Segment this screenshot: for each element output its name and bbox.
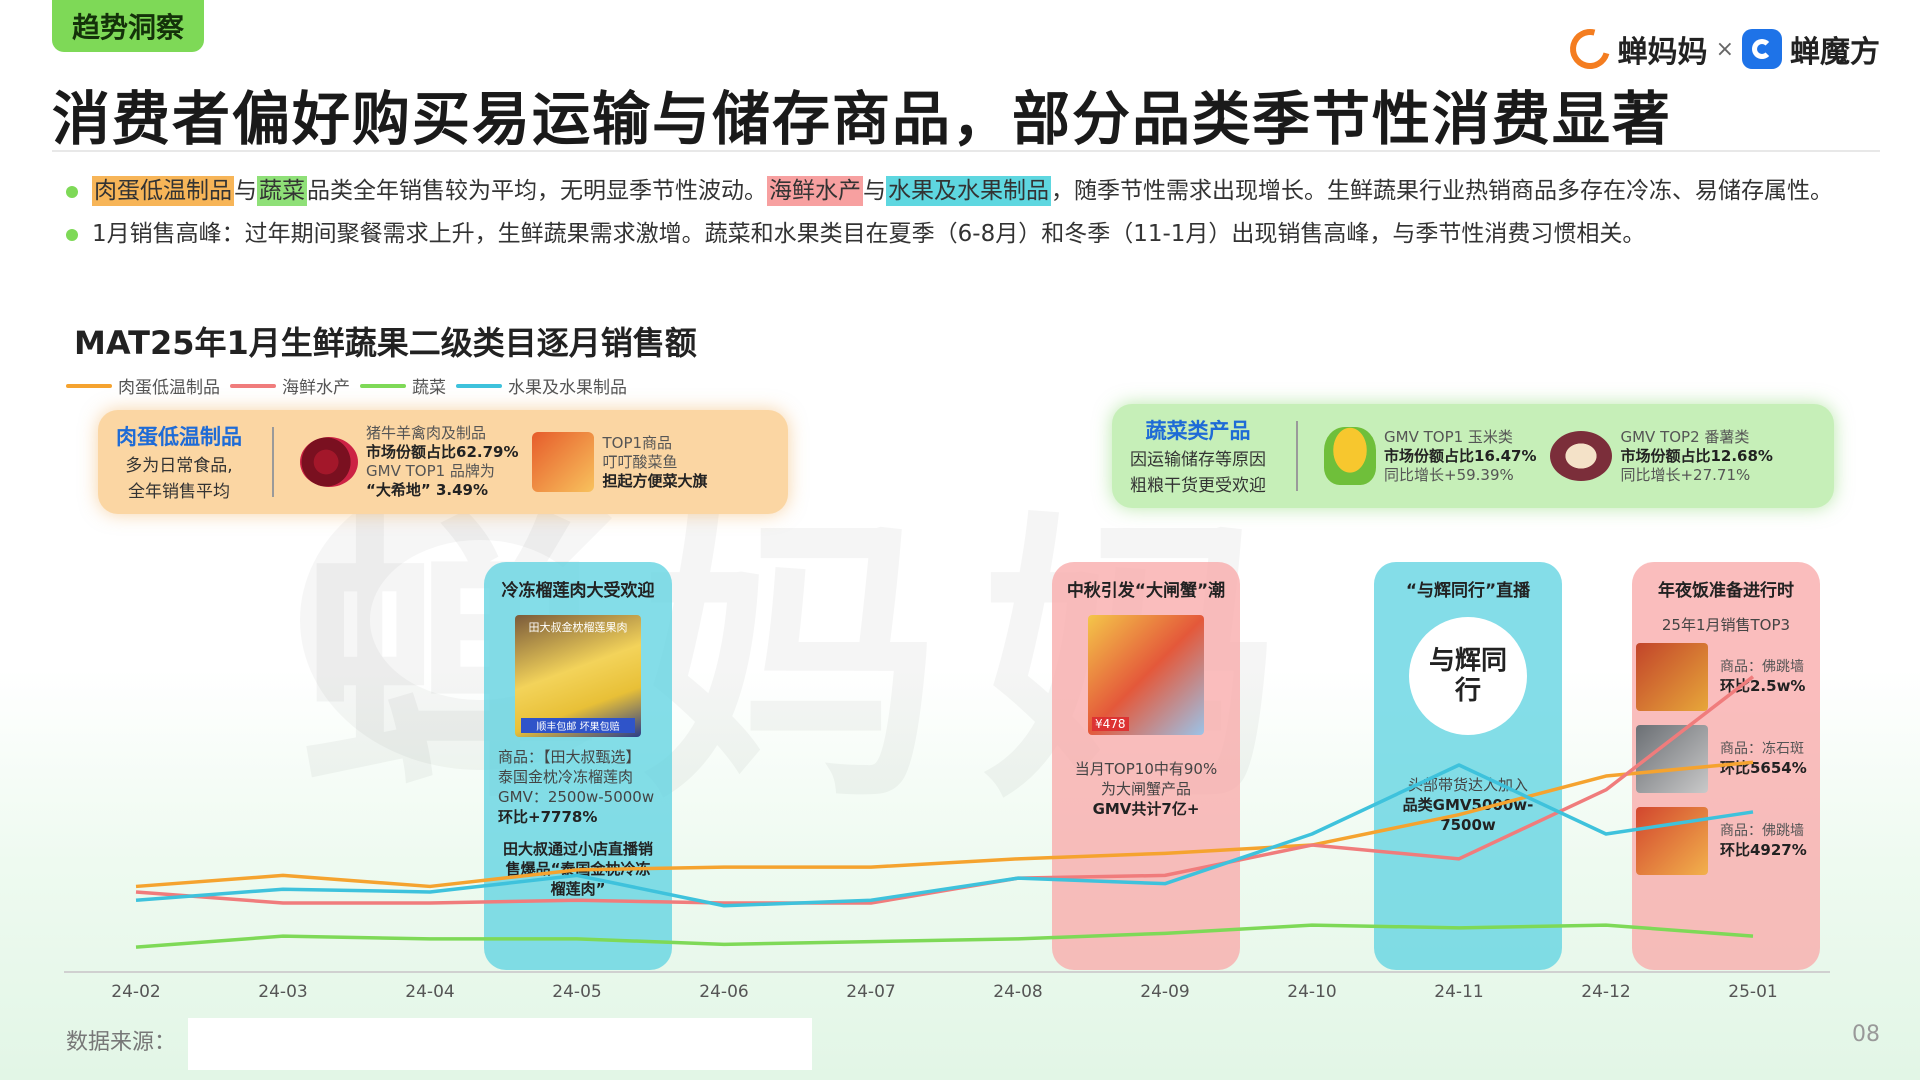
chart-title: MAT25年1月生鲜蔬果二级类目逐月销售额 bbox=[74, 324, 697, 362]
veg-summary-box: 蔬菜类产品 因运输储存等原因 粗粮干货更受欢迎 GMV TOP1 玉米类 市场份… bbox=[1112, 404, 1834, 508]
top3-image bbox=[1636, 643, 1708, 711]
legend-item-fruit: 水果及水果制品 bbox=[456, 373, 627, 398]
bullet-1-text-a: 与 bbox=[234, 178, 257, 204]
title-divider bbox=[52, 150, 1880, 152]
meat-kpi-1: 猪牛羊禽肉及制品 市场份额占比62.79% GMV TOP1 品牌为 “大希地”… bbox=[300, 424, 518, 500]
veg-kpi-1-line-2: 市场份额占比16.47% bbox=[1384, 446, 1537, 465]
x-tick-label: 25-01 bbox=[1728, 982, 1778, 1002]
veg-summary-title-block: 蔬菜类产品 因运输储存等原因 粗粮干货更受欢迎 bbox=[1112, 415, 1284, 497]
brand-a-name: 蝉妈妈 bbox=[1617, 35, 1708, 70]
callout-livestream-details: 头部带货达人加入 品类GMV5000w- 7500w bbox=[1402, 776, 1534, 834]
top3-item: 商品：佛跳墙 环比2.5w% bbox=[1636, 643, 1820, 711]
meat-kpi-1-line-2: 市场份额占比62.79% bbox=[366, 443, 519, 461]
veg-kpi-2-line-1: GMV TOP2 番薯类 bbox=[1620, 427, 1750, 446]
durian-product-image: 田大叔金枕榴莲果肉 顺丰包邮 坏果包赔 bbox=[515, 615, 641, 737]
chanmama-logo-icon bbox=[1562, 21, 1617, 77]
top3-list: 商品：佛跳墙 环比2.5w% 商品：冻石斑 环比5654% 商品：佛跳墙 环比4927… bbox=[1632, 643, 1820, 875]
page-title: 消费者偏好购买易运输与储存商品，部分品类季节性消费显著 bbox=[52, 85, 1673, 153]
callout-livestream-title: “与辉同行”直播 bbox=[1405, 581, 1531, 601]
callout-new-year-title: 年夜饭准备进行时 bbox=[1658, 581, 1794, 601]
legend-item-veg: 蔬菜 bbox=[360, 373, 446, 398]
crab-product-image: ¥478 bbox=[1088, 615, 1204, 735]
meat-kpi-1-line-1: 猪牛羊禽肉及制品 bbox=[366, 424, 487, 442]
veg-summary-sub-1: 因运输储存等原因 bbox=[1130, 450, 1266, 470]
bullet-1-text-c: 与 bbox=[863, 178, 886, 204]
highlight-fruit: 水果及水果制品 bbox=[886, 176, 1051, 206]
x-tick-label: 24-05 bbox=[552, 982, 602, 1002]
veg-kpi-2-line-2: 市场份额占比12.68% bbox=[1620, 446, 1773, 465]
callout-durian-note: 田大叔通过小店直播销 售爆品“泰国金枕冷冻 榴莲肉” bbox=[502, 840, 653, 898]
veg-kpi-1-line-3: 同比增长+59.39% bbox=[1384, 465, 1514, 484]
veg-summary-divider bbox=[1296, 421, 1298, 491]
yuhui-logo-icon: 与辉同行 bbox=[1409, 617, 1527, 735]
top3-image bbox=[1636, 725, 1708, 793]
veg-kpi-2: GMV TOP2 番薯类 市场份额占比12.68% 同比增长+27.71% bbox=[1550, 427, 1773, 485]
page-number: 08 bbox=[1852, 1022, 1880, 1047]
callout-crab-title: 中秋引发“大闸蟹”潮 bbox=[1066, 581, 1226, 601]
meat-summary-divider bbox=[272, 427, 274, 497]
section-tag: 趋势洞察 bbox=[52, 0, 204, 52]
brand-logos: 蝉妈妈 × 蝉魔方 bbox=[1562, 21, 1880, 77]
callout-crab: 中秋引发“大闸蟹”潮 ¥478 当月TOP10中有90% 为大闸蟹产品 GMV共… bbox=[1052, 562, 1240, 970]
x-tick-label: 24-08 bbox=[993, 982, 1043, 1002]
veg-kpi-2-line-3: 同比增长+27.71% bbox=[1620, 465, 1751, 484]
callout-livestream: “与辉同行”直播 与辉同行 头部带货达人加入 品类GMV5000w- 7500w bbox=[1374, 562, 1562, 970]
data-source-redacted bbox=[188, 1018, 812, 1070]
x-tick-label: 24-02 bbox=[111, 982, 161, 1002]
highlight-veg: 蔬菜 bbox=[257, 176, 307, 206]
veg-summary-title: 蔬菜类产品 bbox=[1145, 419, 1251, 443]
x-tick-label: 24-04 bbox=[405, 982, 455, 1002]
callout-crab-details: 当月TOP10中有90% 为大闸蟹产品 GMV共计7亿+ bbox=[1074, 760, 1218, 818]
data-source-label: 数据来源： bbox=[66, 1030, 177, 1055]
bullet-1-text-b: 品类全年销售较为平均，无明显季节性波动。 bbox=[307, 178, 767, 204]
meat-kpi-2-line-2: 叮叮酸菜鱼 bbox=[602, 452, 678, 471]
legend-item-meat: 肉蛋低温制品 bbox=[66, 373, 220, 398]
meat-summary-title-block: 肉蛋低温制品 多为日常食品, 全年销售平均 bbox=[98, 421, 260, 503]
meat-summary-title: 肉蛋低温制品 bbox=[116, 425, 242, 449]
legend-item-seafood: 海鲜水产 bbox=[230, 373, 350, 398]
callout-new-year-sub: 25年1月销售TOP3 bbox=[1661, 616, 1791, 634]
corn-icon bbox=[1324, 427, 1376, 485]
chart-legend: 肉蛋低温制品 海鲜水产 蔬菜 水果及水果制品 bbox=[66, 373, 627, 398]
chanmofang-logo-icon bbox=[1742, 29, 1782, 69]
callout-durian-details: 商品：【田大叔甄选】 泰国金枕冷冻榴莲肉 GMV：2500w-5000w 环比+… bbox=[498, 748, 655, 826]
meat-slice-icon bbox=[300, 437, 358, 487]
top3-item: 商品：冻石斑 环比5654% bbox=[1636, 725, 1820, 793]
meat-summary-box: 肉蛋低温制品 多为日常食品, 全年销售平均 猪牛羊禽肉及制品 市场份额占比62.… bbox=[98, 410, 788, 514]
callout-new-year: 年夜饭准备进行时 25年1月销售TOP3 商品：佛跳墙 环比2.5w% 商品：冻石… bbox=[1632, 562, 1820, 970]
veg-kpi-1: GMV TOP1 玉米类 市场份额占比16.47% 同比增长+59.39% bbox=[1324, 427, 1536, 485]
x-tick-label: 24-11 bbox=[1434, 982, 1484, 1002]
x-tick-label: 24-12 bbox=[1581, 982, 1631, 1002]
brand-separator: × bbox=[1715, 36, 1734, 62]
callout-durian: 冷冻榴莲肉大受欢迎 田大叔金枕榴莲果肉 顺丰包邮 坏果包赔 商品：【田大叔甄选】… bbox=[484, 562, 672, 970]
bullet-1: 肉蛋低温制品与蔬菜品类全年销售较为平均，无明显季节性波动。海鲜水产与水果及水果制… bbox=[62, 170, 1862, 213]
sweet-potato-icon bbox=[1550, 431, 1613, 481]
insight-bullets: 肉蛋低温制品与蔬菜品类全年销售较为平均，无明显季节性波动。海鲜水产与水果及水果制… bbox=[62, 170, 1862, 256]
top3-item: 商品：佛跳墙 环比4927% bbox=[1636, 807, 1820, 875]
bullet-1-text-d: ，随季节性需求出现增长。生鲜蔬果行业热销商品多存在冷冻、易储存属性。 bbox=[1051, 178, 1833, 204]
x-tick-label: 24-10 bbox=[1287, 982, 1337, 1002]
meat-kpi-1-line-3: GMV TOP1 品牌为 bbox=[366, 462, 495, 480]
meat-kpi-1-line-4: “大希地” 3.49% bbox=[366, 481, 488, 499]
veg-kpi-1-line-1: GMV TOP1 玉米类 bbox=[1384, 427, 1513, 446]
x-tick-label: 24-09 bbox=[1140, 982, 1190, 1002]
brand-b-name: 蝉魔方 bbox=[1790, 35, 1880, 70]
callout-durian-title: 冷冻榴莲肉大受欢迎 bbox=[501, 581, 655, 601]
meat-summary-sub-1: 多为日常食品, bbox=[125, 456, 233, 476]
meat-kpi-2-line-3: 担起方便菜大旗 bbox=[602, 471, 708, 490]
top3-image bbox=[1636, 807, 1708, 875]
bullet-2: 1月销售高峰：过年期间聚餐需求上升，生鲜蔬果需求激增。蔬菜和水果类目在夏季（6-… bbox=[62, 213, 1862, 256]
x-tick-label: 24-07 bbox=[846, 982, 896, 1002]
meat-summary-sub-2: 全年销售平均 bbox=[128, 482, 230, 502]
highlight-meat: 肉蛋低温制品 bbox=[92, 176, 234, 206]
fish-dish-icon bbox=[532, 432, 595, 492]
highlight-seafood: 海鲜水产 bbox=[767, 176, 863, 206]
x-tick-label: 24-03 bbox=[258, 982, 308, 1002]
veg-summary-sub-2: 粗粮干货更受欢迎 bbox=[1130, 476, 1266, 496]
x-tick-label: 24-06 bbox=[699, 982, 749, 1002]
meat-kpi-2-line-1: TOP1商品 bbox=[602, 433, 673, 452]
meat-kpi-2: TOP1商品 叮叮酸菜鱼 担起方便菜大旗 bbox=[532, 432, 708, 492]
